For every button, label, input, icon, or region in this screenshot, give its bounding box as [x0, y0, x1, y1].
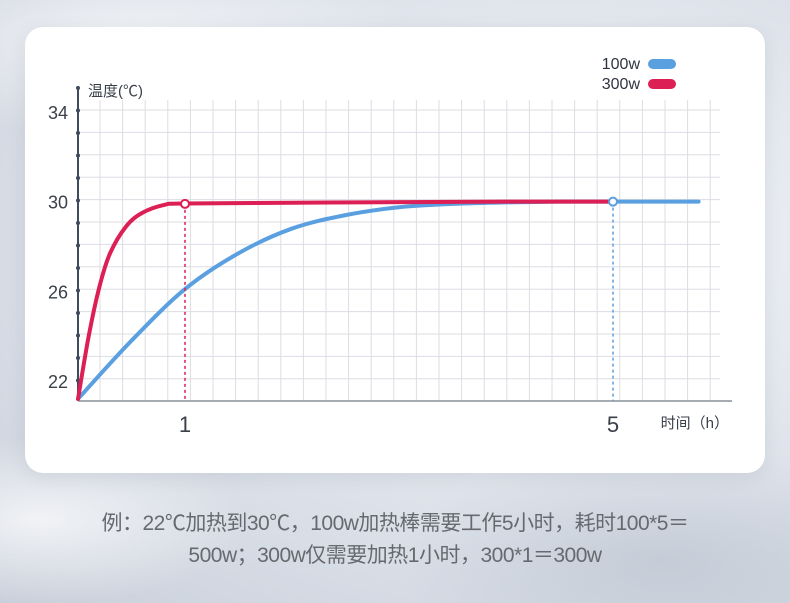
y-axis-title: 温度(℃): [88, 83, 143, 100]
y-axis-dot: [76, 86, 80, 90]
legend-swatch-100w: [648, 59, 676, 69]
y-axis-dot: [76, 266, 80, 270]
series-line-300w: [76, 199, 615, 401]
y-tick-label: 34: [48, 103, 68, 123]
axes: [76, 86, 732, 402]
series-line-100w: [76, 199, 701, 401]
marker-300w: [180, 198, 190, 209]
grid: [78, 100, 720, 401]
y-axis-dot: [76, 153, 80, 158]
y-axis-dot: [76, 221, 80, 225]
legend: 100w 300w: [602, 56, 676, 93]
annotation-marks: [180, 196, 618, 401]
legend-swatch-300w: [648, 79, 676, 89]
x-tick-label: 5: [607, 412, 619, 437]
y-axis-dot: [76, 131, 80, 135]
y-tick-label: 26: [48, 282, 68, 302]
marker-100w: [608, 196, 618, 207]
y-tick-label: 30: [48, 193, 68, 213]
note-line-2: 500w；300w仅需要加热1小时，300*1＝300w: [188, 544, 602, 567]
example-note: 例：22℃加热到30℃，100w加热棒需要工作5小时，耗时100*5＝ 500w…: [20, 508, 770, 572]
chart-card: [25, 27, 765, 473]
y-axis-dot: [76, 311, 80, 315]
x-tick-label: 1: [179, 412, 191, 437]
x-axis-title: 时间（h）: [661, 415, 729, 432]
y-axis-dot: [76, 288, 80, 293]
y-tick-label: 22: [48, 372, 68, 392]
axis-labels: 34 30 26 22 1 5 温度(℃) 时间（h）: [48, 83, 729, 437]
y-axis-dot: [76, 108, 80, 113]
y-axis-dot: [76, 333, 80, 338]
legend-label-300w: 300w: [602, 76, 641, 93]
legend-label-100w: 100w: [602, 56, 641, 73]
y-axis-dot: [76, 243, 80, 248]
y-axis-dot: [76, 356, 80, 360]
note-line-1: 例：22℃加热到30℃，100w加热棒需要工作5小时，耗时100*5＝: [101, 512, 690, 535]
series-lines: [76, 199, 701, 401]
y-axis-dot: [76, 176, 80, 180]
y-axis-dot: [76, 198, 80, 203]
